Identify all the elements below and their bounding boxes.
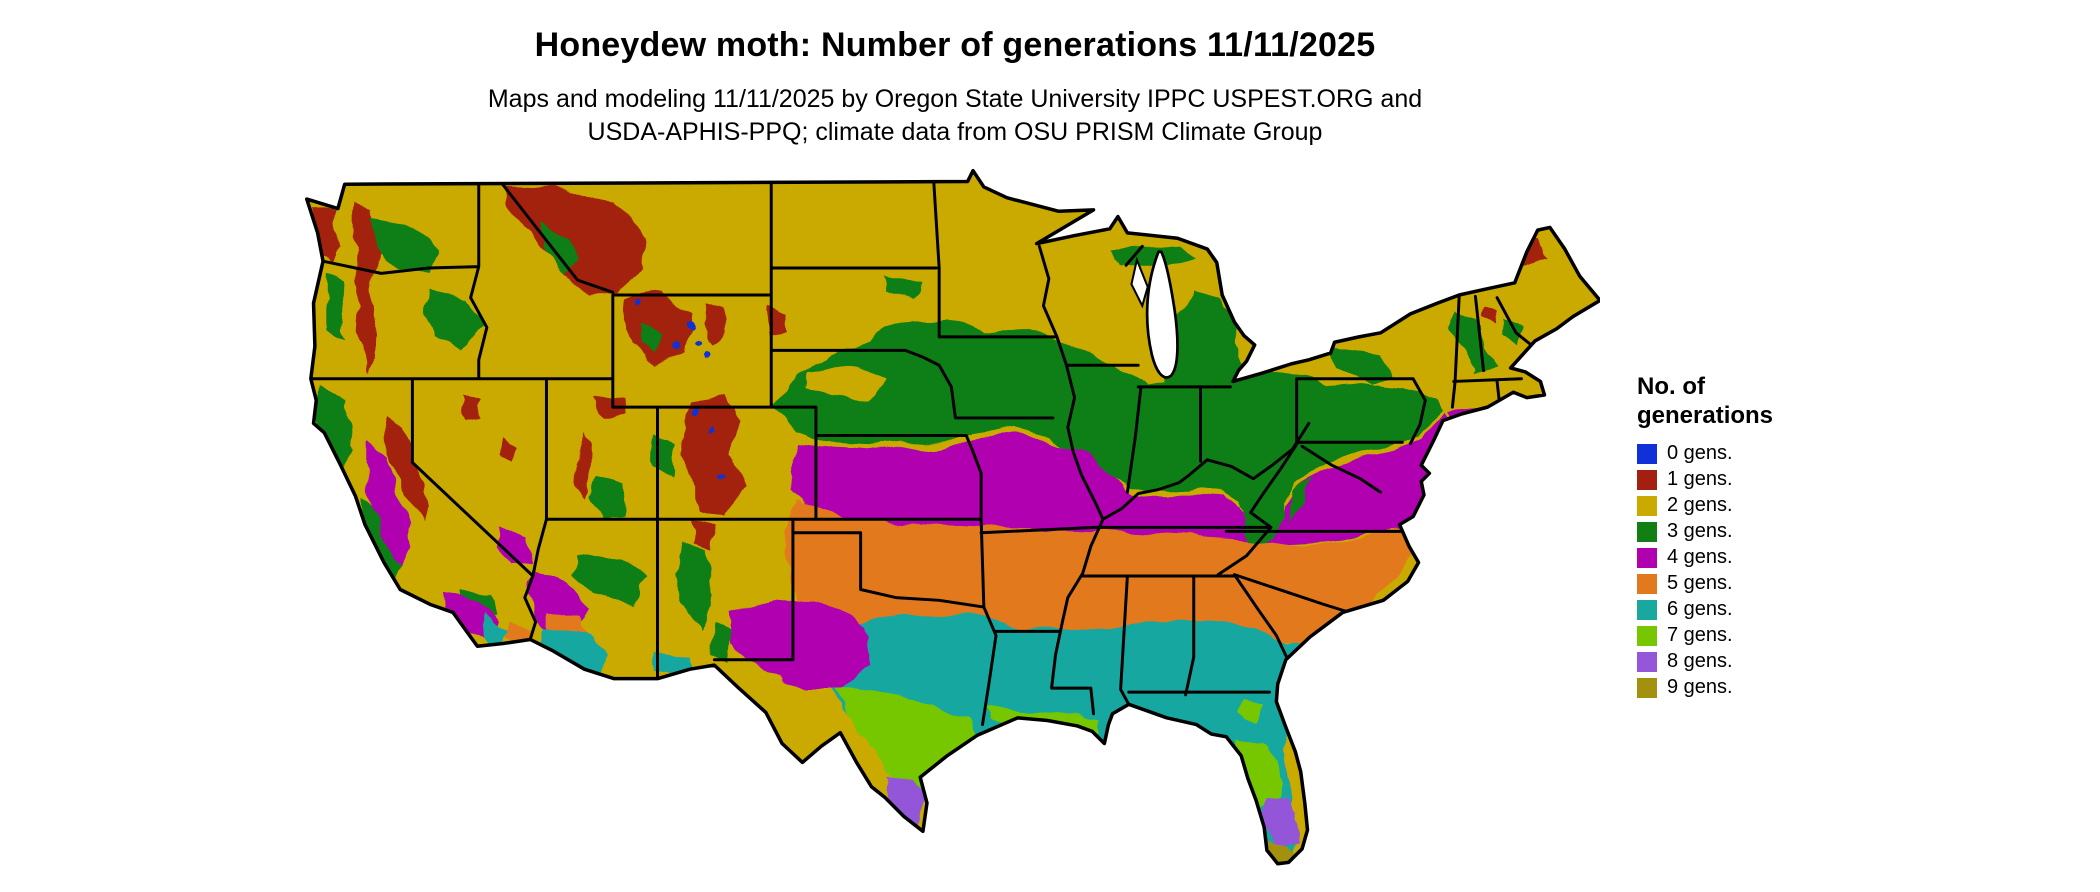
zone-4-band: [790, 416, 1449, 547]
legend-swatch-2-gens: [1637, 495, 1657, 516]
map-fill-layer: [306, 170, 1600, 864]
zone-7-north-florida-speck: [1237, 697, 1262, 720]
legend-item: 2 gens.: [1637, 493, 1867, 519]
legend-swatch-0-gens: [1637, 443, 1657, 464]
zone-1-cascades: [354, 203, 379, 374]
legend-swatch-9-gens: [1637, 677, 1657, 698]
legend-items: 0 gens. 1 gens. 2 gens. 3 gens. 4 gens. 5 gen…: [1637, 441, 1867, 701]
green-bay: [1130, 256, 1149, 309]
zone-3-west-slope: [654, 435, 677, 477]
page-title: Honeydew moth: Number of generations 11/…: [534, 26, 1376, 64]
legend-label: 5 gens.: [1667, 572, 1733, 595]
zone-1-nevada-range-a: [462, 394, 482, 422]
zone-1-colorado-rockies: [681, 394, 745, 514]
zone-4-west-texas: [726, 597, 869, 690]
legend-label: 4 gens.: [1667, 546, 1733, 569]
legend-item: 5 gens.: [1637, 571, 1867, 597]
zone-1-uintas: [589, 394, 631, 422]
legend-item: 0 gens.: [1637, 441, 1867, 467]
zone-3-sw-maine: [1499, 319, 1522, 347]
legend-label: 9 gens.: [1667, 676, 1733, 699]
legend-label: 7 gens.: [1667, 624, 1733, 647]
zone-6-imperial: [484, 613, 512, 649]
zone-3-central-washington: [373, 219, 441, 274]
state-borders: [309, 180, 1532, 727]
legend-swatch-3-gens: [1637, 521, 1657, 542]
great-lakes: [1130, 250, 1179, 379]
legend-item: 3 gens.: [1637, 519, 1867, 545]
us-generations-map: [305, 168, 1600, 866]
legend-label: 3 gens.: [1667, 520, 1733, 543]
legend-label: 8 gens.: [1667, 650, 1733, 673]
zone-1-sierra: [383, 413, 430, 525]
zone-8-south-florida: [1261, 792, 1300, 849]
zone-3-willamette: [329, 273, 347, 341]
zone-1-idaho-montana: [503, 184, 646, 293]
legend-swatch-7-gens: [1637, 625, 1657, 646]
legend-swatch-6-gens: [1637, 599, 1657, 620]
zone-7-central-florida: [1234, 735, 1281, 806]
zone-2-sandhills: [806, 365, 885, 401]
zone-3-north-ca-coast: [316, 384, 355, 477]
zone-1-white-mountains: [1480, 305, 1498, 325]
zone-1-yellowstone: [622, 294, 690, 368]
zone-3-central-ca-coast: [359, 497, 403, 582]
legend-title: No. of generations: [1637, 372, 1867, 431]
legend-label: 1 gens.: [1667, 468, 1733, 491]
legend-item: 8 gens.: [1637, 649, 1867, 675]
map-header: Honeydew moth: Number of generations 11/…: [0, 0, 1910, 150]
legend-item: 7 gens.: [1637, 623, 1867, 649]
legend-item: 6 gens.: [1637, 597, 1867, 623]
us-map-container: [300, 168, 1600, 884]
subtitle: Maps and modeling 11/11/2025 by Oregon S…: [0, 83, 1910, 150]
lake-michigan: [1145, 250, 1179, 379]
legend-label: 0 gens.: [1667, 442, 1733, 465]
zone-3-utah-plateau: [589, 476, 625, 522]
zone-3-mogollon: [570, 551, 650, 604]
zone-8-rio-grande: [882, 773, 923, 825]
zone-1-sangre: [690, 516, 715, 552]
legend-title-line-1: No. of: [1637, 373, 1705, 400]
legend-swatch-4-gens: [1637, 547, 1657, 568]
zone-4-central-valley: [367, 440, 412, 568]
subtitle-line-1: Maps and modeling 11/11/2025 by Oregon S…: [487, 85, 1423, 113]
zone-6-south-arizona: [538, 624, 612, 676]
zone-3-blue-mountains: [424, 292, 482, 350]
zone-3-upstate-ny: [1331, 346, 1391, 382]
zone-3-appalachian-finger: [1243, 473, 1285, 558]
legend-item: 9 gens.: [1637, 675, 1867, 701]
legend-item: 1 gens.: [1637, 467, 1867, 493]
legend-title-line-2: generations: [1637, 402, 1774, 430]
legend-item: 4 gens.: [1637, 545, 1867, 571]
us-outline: [305, 168, 1600, 866]
zone-6-south-nm: [654, 651, 690, 676]
legend-label: 6 gens.: [1667, 598, 1733, 621]
legend: No. of generations 0 gens. 1 gens. 2 gens.…: [1637, 372, 1867, 701]
legend-swatch-8-gens: [1637, 651, 1657, 672]
zone-3-bitterroot: [541, 224, 582, 274]
zone-3-blue-ridge: [1285, 481, 1313, 522]
subtitle-line-2: USDA-APHIS-PPQ; climate data from OSU PR…: [587, 118, 1323, 147]
zone-1-wasatch: [576, 435, 590, 501]
zone-4-arizona: [527, 570, 590, 633]
legend-label: 2 gens.: [1667, 494, 1733, 517]
zone-3-sacramento-mts: [711, 624, 731, 663]
legend-swatch-1-gens: [1637, 469, 1657, 490]
zone-3-dakota-speck: [882, 273, 921, 301]
zone-1-bighorns: [700, 303, 726, 344]
zone-3-wind-river: [638, 327, 663, 358]
zone-0-alpine-specks: [637, 302, 727, 480]
zone-3-nm-mountains: [676, 543, 712, 633]
legend-swatch-5-gens: [1637, 573, 1657, 594]
zone-3-midwest-east: [776, 289, 1441, 531]
zone-1-nevada-range-b: [500, 438, 520, 463]
